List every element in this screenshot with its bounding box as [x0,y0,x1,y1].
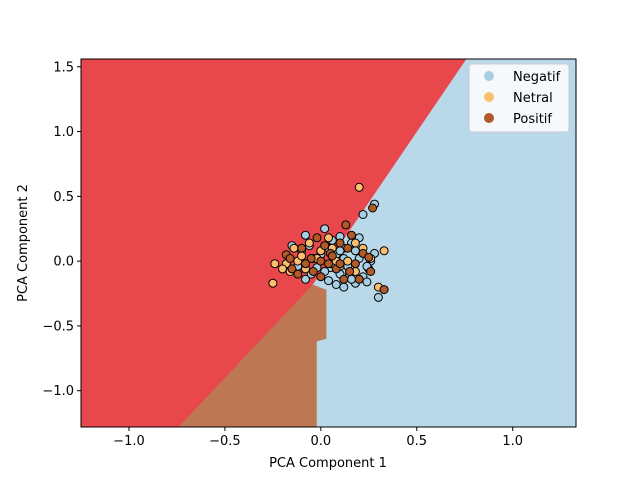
point-positif-19 [339,274,349,284]
legend-marker-netral [484,92,494,102]
point-positif-29 [335,259,345,269]
point-netral-1 [379,246,389,256]
point-netral-8 [350,238,360,248]
point-positif-21 [324,259,333,269]
point-positif-4 [364,252,374,262]
y-tick-label: −0.5 [42,319,74,334]
point-negatif-40 [347,274,356,284]
legend-marker-positif [484,113,494,123]
x-tick-label: 0.5 [406,434,427,449]
point-negatif-26 [362,277,372,287]
point-netral-3 [270,259,280,269]
point-positif-14 [347,230,356,240]
decision-regions [81,59,576,427]
point-netral-18 [324,233,333,243]
point-negatif-10 [301,230,310,240]
y-tick-label: −1.0 [42,384,74,399]
point-negatif-1 [358,210,368,219]
point-negatif-17 [324,276,333,286]
point-negatif-31 [331,280,341,289]
y-tick-label: 0.0 [53,255,74,270]
point-positif-20 [366,267,376,276]
region-negatif [312,59,576,427]
legend-label-positif: Positif [513,112,552,127]
point-positif-22 [312,233,322,243]
point-netral-15 [297,251,307,261]
x-tick-label: 1.0 [502,434,523,449]
legend-label-netral: Netral [513,91,553,106]
point-positif-17 [301,259,310,269]
point-positif-24 [327,251,337,261]
point-netral-13 [343,256,353,266]
point-positif-23 [350,259,360,269]
point-positif-16 [320,241,330,251]
y-tick-label: 1.0 [53,125,74,140]
point-positif-8 [306,254,316,263]
point-netral-22 [289,243,299,253]
y-axis-ticks: −1.0 −0.5 0.0 0.5 1.0 1.5 [42,60,81,399]
point-positif-25 [308,267,318,276]
x-tick-label: −1.0 [113,434,145,449]
data-points [268,182,389,302]
point-positif-0 [341,220,351,230]
point-positif-12 [316,272,326,282]
point-positif-6 [345,267,355,276]
legend-label-negatif: Negatif [513,70,561,85]
point-negatif-4 [339,282,349,292]
point-positif-9 [297,243,307,253]
legend: Negatif Netral Positif [468,63,570,133]
point-positif-1 [368,203,378,213]
x-tick-label: 0.0 [310,434,331,449]
point-netral-0 [354,182,364,192]
legend-marker-negatif [484,71,494,81]
point-netral-16 [278,264,287,274]
y-tick-label: 1.5 [53,60,74,75]
point-negatif-27 [350,246,360,256]
point-negatif-3 [320,224,330,234]
x-axis-label: PCA Component 1 [269,456,387,471]
y-tick-label: 0.5 [53,190,74,205]
point-netral-2 [268,278,278,288]
point-positif-26 [343,243,353,253]
y-axis-label: PCA Component 2 [16,184,31,302]
point-netral-6 [304,238,314,248]
plot-frame [80,58,577,428]
point-positif-13 [335,238,345,248]
x-tick-label: −0.5 [209,434,241,449]
point-negatif-38 [301,274,310,284]
point-positif-18 [293,269,303,279]
point-positif-5 [354,274,364,284]
point-positif-10 [287,264,297,274]
point-negatif-39 [335,246,345,256]
point-positif-27 [285,254,295,263]
point-positif-28 [316,256,326,266]
point-positif-2 [379,285,389,295]
legend-box [468,63,570,133]
point-negatif-2 [373,292,383,302]
x-axis-ticks: −1.0 −0.5 0.0 0.5 1.0 [113,427,523,449]
